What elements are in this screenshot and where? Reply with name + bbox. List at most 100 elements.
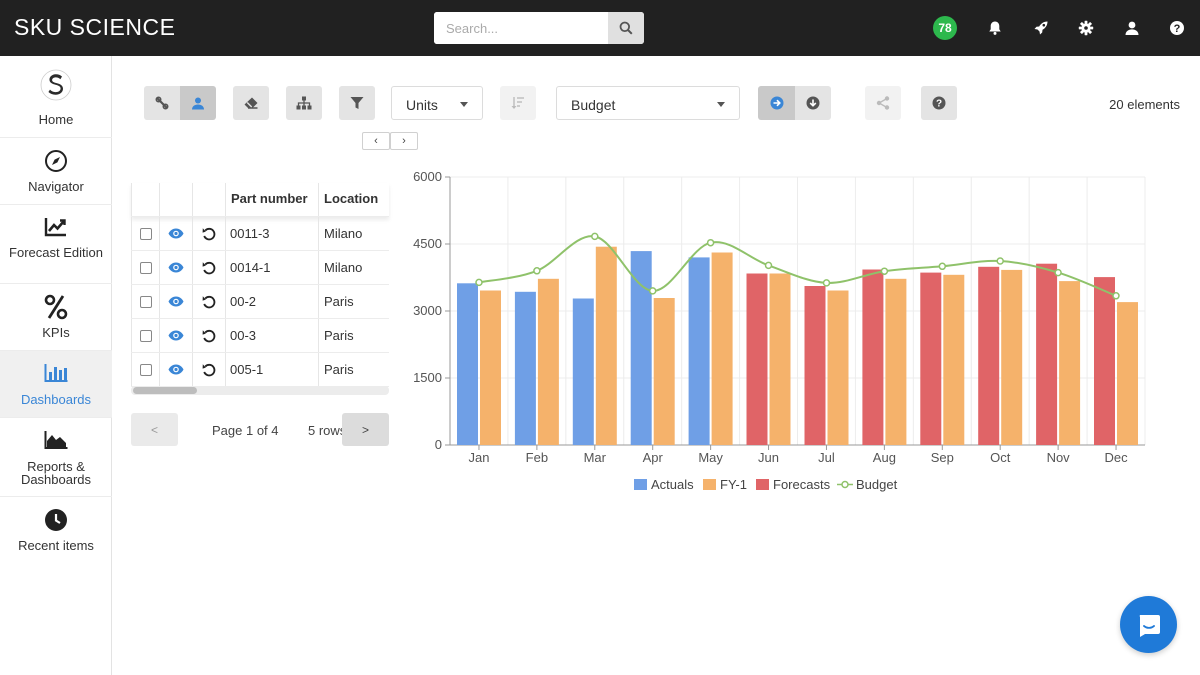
scroll-right-button[interactable]: › (390, 132, 418, 150)
trend-chart-icon (0, 216, 112, 238)
eye-icon[interactable] (168, 364, 184, 375)
arrow-right-circle-icon (770, 96, 783, 110)
bar-forecasts-oct (978, 266, 1000, 445)
column-header-location[interactable]: Location (324, 191, 379, 206)
budget-point-jul (822, 279, 831, 287)
gear-icon[interactable] (1076, 18, 1096, 38)
table-horizontal-scrollbar[interactable] (131, 386, 389, 395)
search-input[interactable] (434, 12, 608, 44)
eye-icon[interactable] (168, 330, 184, 341)
rows-per-page[interactable]: 5 rows (308, 423, 342, 438)
bar-fy1-feb (537, 278, 559, 445)
sidebar-item-label: Recent items (18, 538, 94, 553)
share-button[interactable] (865, 86, 901, 120)
row-checkbox[interactable] (139, 261, 152, 274)
link-icon (155, 96, 169, 110)
bell-icon[interactable] (985, 18, 1005, 38)
user-icon[interactable] (1122, 18, 1142, 38)
user-view-button[interactable] (180, 86, 216, 120)
sidebar-item-label: Reports & Dashboards (20, 459, 92, 487)
units-select-value: Units (406, 97, 438, 113)
scrollbar-thumb[interactable] (133, 387, 197, 394)
sort-button[interactable] (500, 86, 536, 120)
sidebar-item-dashboards[interactable]: Dashboards (0, 351, 112, 418)
next-arrow-button[interactable] (758, 86, 795, 120)
legend-swatch-forecasts (756, 479, 769, 490)
filter-button[interactable] (339, 86, 375, 120)
eye-icon[interactable] (168, 228, 184, 239)
link-toggle-button[interactable] (144, 86, 180, 120)
table-row[interactable]: 00-2 Paris (131, 285, 389, 319)
sidebar-item-forecast-edition[interactable]: Forecast Edition (0, 205, 112, 284)
budget-point-aug (880, 267, 889, 275)
chat-launcher-button[interactable] (1120, 596, 1177, 653)
location-cell: Paris (324, 328, 354, 343)
row-checkbox[interactable] (139, 295, 152, 308)
part-number-cell: 0011-3 (226, 217, 319, 250)
y-tick-label: 3000 (413, 303, 442, 318)
budget-select-value: Budget (571, 97, 616, 113)
table-row[interactable]: 0014-1 Milano (131, 251, 389, 285)
row-checkbox[interactable] (139, 329, 152, 342)
bar-fy1-sep (943, 274, 965, 445)
units-select[interactable]: Units (391, 86, 483, 120)
eraser-button[interactable] (233, 86, 269, 120)
bar-fy1-jan (480, 290, 501, 445)
reset-cell (193, 319, 226, 352)
legend-swatch-budget-point (841, 480, 849, 489)
sidebar-item-navigator[interactable]: Navigator (0, 138, 112, 205)
budget-chart: 0 1500 3000 4500 6000 Jan Feb Mar Apr May Jun Jul Au… (413, 169, 1146, 492)
hierarchy-icon (296, 96, 312, 110)
reset-cell (193, 353, 226, 386)
bar-forecasts-nov (1036, 263, 1058, 445)
chevron-right-icon: › (402, 135, 406, 147)
table-row[interactable]: 005-1 Paris (131, 353, 389, 387)
undo-icon[interactable] (202, 227, 216, 241)
view-cell (160, 319, 193, 352)
view-cell (160, 251, 193, 284)
legend-swatch-fy1 (703, 479, 716, 490)
sort-icon (511, 97, 524, 109)
budget-point-apr (648, 287, 657, 295)
notifications-count-badge[interactable]: 78 (933, 16, 957, 40)
help-icon[interactable]: ? (1167, 18, 1187, 38)
table-row[interactable]: 00-3 Paris (131, 319, 389, 353)
undo-icon[interactable] (202, 329, 216, 343)
sidebar-item-label: Dashboards (20, 392, 92, 407)
undo-icon[interactable] (202, 295, 216, 309)
scroll-left-button[interactable]: ‹ (362, 132, 390, 150)
sidebar-item-recent-items[interactable]: Recent items (0, 497, 112, 564)
bar-fy1-apr (653, 298, 675, 445)
bar-fy1-mar (595, 246, 617, 445)
sidebar-item-kpis[interactable]: KPIs (0, 284, 112, 351)
eye-icon[interactable] (168, 262, 184, 273)
row-checkbox-cell (131, 353, 160, 386)
undo-icon[interactable] (202, 363, 216, 377)
row-checkbox[interactable] (139, 363, 152, 376)
help-button[interactable]: ? (921, 86, 957, 120)
sidebar-item-home[interactable]: Home (0, 56, 112, 138)
sidebar-item-reports-dashboards[interactable]: Reports & Dashboards (0, 418, 112, 497)
search-button[interactable] (608, 12, 644, 44)
prev-page-button[interactable]: < (131, 413, 178, 446)
rocket-icon[interactable] (1031, 18, 1051, 38)
budget-point-may (706, 238, 715, 247)
y-tick-label: 1500 (413, 370, 442, 385)
row-checkbox[interactable] (139, 227, 152, 240)
budget-select[interactable]: Budget (556, 86, 740, 120)
bar-forecasts-jul (804, 286, 826, 445)
x-tick-label: Jun (758, 450, 779, 465)
next-page-button[interactable]: > (342, 413, 389, 446)
table-row[interactable]: 0011-3 Milano (131, 217, 389, 251)
eye-icon[interactable] (168, 296, 184, 307)
undo-icon[interactable] (202, 261, 216, 275)
hierarchy-button[interactable] (286, 86, 322, 120)
legend-label: Budget (856, 477, 898, 492)
column-header-part-number[interactable]: Part number (226, 183, 319, 216)
area-chart-icon (0, 430, 112, 450)
budget-point-jun (764, 261, 773, 270)
download-button[interactable] (795, 86, 831, 120)
x-tick-label: Nov (1047, 450, 1071, 465)
row-checkbox-cell (131, 217, 160, 250)
row-checkbox-cell (131, 319, 160, 352)
